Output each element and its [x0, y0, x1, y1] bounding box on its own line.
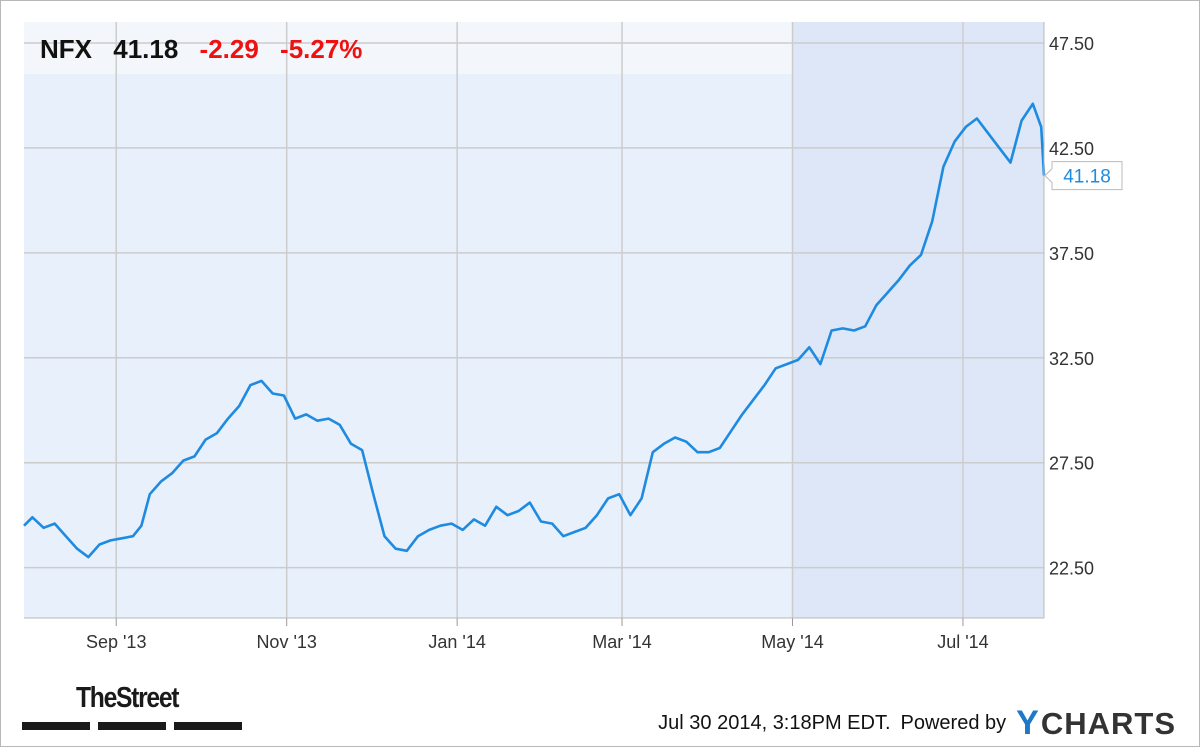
timestamp: Jul 30 2014, 3:18PM EDT.	[658, 712, 891, 734]
powered-by-label: Powered by	[900, 712, 1007, 734]
ticker-symbol: NFX	[40, 34, 92, 64]
ycharts-logo-text: CHARTS	[1040, 705, 1176, 741]
y-tick-label: 22.50	[1049, 559, 1094, 579]
y-tick-label: 47.50	[1049, 34, 1094, 54]
thestreet-logo[interactable]: TheStreet	[76, 682, 180, 714]
price-change-percent: -5.27%	[280, 34, 363, 64]
recent-highlight-band	[792, 22, 1044, 618]
price-change: -2.29	[199, 34, 259, 64]
y-tick-label: 42.50	[1049, 139, 1094, 159]
x-axis: Sep '13 Nov '13 Jan '14 Mar '14 May '14 Jul '…	[86, 632, 989, 652]
y-tick-label: 32.50	[1049, 349, 1094, 369]
series-line-nfx	[23, 102, 1046, 559]
x-tick-label: Jan '14	[428, 632, 485, 652]
x-tick-label: Jul '14	[937, 632, 988, 652]
x-tick-label: Mar '14	[592, 632, 651, 652]
ycharts-logo-y: Y	[1016, 704, 1040, 742]
last-price-callout: 41.18	[1044, 161, 1123, 191]
x-tick-label: Nov '13	[256, 632, 316, 652]
grid-lines	[24, 22, 1044, 626]
x-tick-label: Sep '13	[86, 632, 147, 652]
header-background	[24, 22, 792, 74]
y-tick-label: 37.50	[1049, 244, 1094, 264]
last-price-box	[1044, 161, 1123, 191]
footer: Jul 30 2014, 3:18PM EDT. Powered by Y CH…	[658, 704, 1176, 743]
last-price-label: 41.18	[1063, 167, 1111, 188]
series-layer	[23, 102, 1046, 559]
thestreet-logo-bars	[22, 722, 242, 730]
ycharts-logo[interactable]: Y CHARTS	[1016, 704, 1176, 743]
ticker-header: NFX 41.18 -2.29 -5.27%	[40, 34, 376, 68]
x-tick-label: May '14	[761, 632, 823, 652]
ticker-price: 41.18	[113, 34, 179, 64]
y-tick-label: 27.50	[1049, 454, 1094, 474]
y-axis: 47.50 42.50 37.50 32.50 27.50 22.50	[1049, 34, 1094, 579]
